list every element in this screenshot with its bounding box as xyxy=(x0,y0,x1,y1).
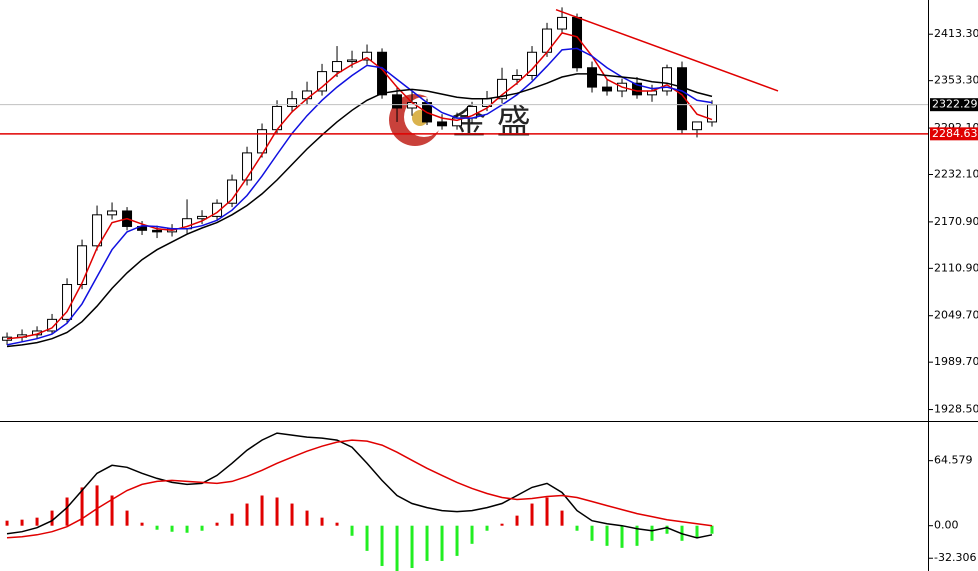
candle-body xyxy=(572,16,583,69)
candle-body xyxy=(212,202,223,217)
y-tick-label: 2413.30 xyxy=(934,27,978,40)
watermark-text: 金 盛 xyxy=(452,103,531,143)
candle-body xyxy=(632,82,643,96)
candle-body xyxy=(107,210,118,216)
candle-body xyxy=(92,214,103,247)
price-label-box xyxy=(930,98,978,112)
y-tick-label: 0.00 xyxy=(934,519,959,532)
candle-body xyxy=(437,121,448,127)
y-tick-label: 1928.50 xyxy=(934,403,978,416)
trendline xyxy=(555,8,779,92)
candle-body xyxy=(497,78,508,100)
y-tick-label: 2049.70 xyxy=(934,309,978,322)
candle-body xyxy=(587,67,598,88)
candle-body xyxy=(77,245,88,286)
candle-body xyxy=(602,86,613,92)
candle-body xyxy=(347,59,358,63)
candle-body xyxy=(662,67,673,92)
candle-body xyxy=(242,152,253,181)
candle-body xyxy=(287,98,298,107)
candle-body xyxy=(332,61,343,73)
candle-body xyxy=(677,67,688,131)
y-tick-label: -32.306 xyxy=(934,551,976,564)
line-series xyxy=(6,73,713,348)
candle-body xyxy=(47,318,58,332)
candle-body xyxy=(152,229,163,233)
candle-body xyxy=(692,121,703,131)
price-label-box xyxy=(930,127,978,141)
price-label: 2322.29 xyxy=(932,98,978,111)
candle-body xyxy=(557,16,568,30)
candle-body xyxy=(302,90,313,100)
line-series xyxy=(6,432,713,539)
line-series xyxy=(6,32,713,340)
y-tick-label: 2353.30 xyxy=(934,74,978,87)
candle-body xyxy=(257,129,268,154)
candle-body xyxy=(392,94,403,109)
y-tick-label: 2170.90 xyxy=(934,215,978,228)
line-series xyxy=(6,47,713,346)
y-tick-label: 2110.90 xyxy=(934,261,978,274)
line-series xyxy=(6,439,713,539)
candle-body xyxy=(317,71,328,92)
candle-body xyxy=(197,215,208,220)
y-tick-label: 64.579 xyxy=(934,454,973,467)
candle-body xyxy=(362,51,373,61)
price-label: 2284.63 xyxy=(932,127,978,140)
y-tick-label: 1989.70 xyxy=(934,355,978,368)
y-tick-label: 2232.10 xyxy=(934,168,978,181)
candle-body xyxy=(512,74,523,80)
